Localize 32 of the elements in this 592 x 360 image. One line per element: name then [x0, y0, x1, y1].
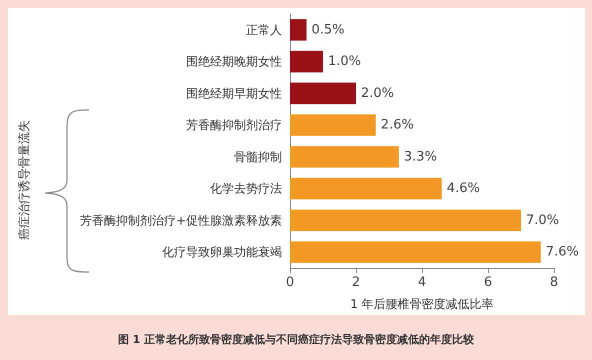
y-tick-label: 芳香酶抑制剂治疗+促性腺激素释放素: [80, 213, 282, 228]
data-label: 3.3%: [404, 149, 437, 164]
y-tick-label: 骨髓抑制: [234, 150, 282, 164]
data-label: 2.0%: [361, 86, 394, 101]
x-tick-label: 8: [550, 275, 558, 290]
y-tick-label: 化疗导致卵巢功能衰竭: [162, 245, 282, 260]
x-axis-title: 1 年后腰椎骨密度减低比率: [350, 297, 494, 311]
bar: [290, 241, 541, 263]
data-label: 1.0%: [328, 54, 362, 70]
x-tick-label: 0: [286, 275, 294, 290]
data-label: 7.0%: [526, 212, 560, 228]
bar: [290, 50, 323, 72]
data-label: 0.5%: [312, 22, 345, 38]
text: 图 1 正常老化所致骨密度减低与不同癌症疗法导致骨密度减低的年度比较: [118, 333, 476, 346]
bar: [290, 19, 306, 41]
bar: [290, 210, 521, 232]
bar: [290, 178, 442, 200]
data-label: 7.6%: [546, 244, 579, 260]
data-label: 4.6%: [446, 181, 480, 196]
y-tick-label: 芳香酶抑制剂治疗: [186, 118, 282, 132]
x-tick-label: 4: [418, 275, 426, 290]
x-tick-label: 6: [484, 275, 492, 290]
bar: [290, 146, 399, 168]
x-tick-label: 2: [352, 275, 360, 290]
y-tick-label: 围绝经期早期女性: [186, 86, 282, 100]
y-tick-label: 围绝经期晚期女性: [186, 54, 282, 69]
bar: [290, 82, 356, 104]
text: 癌症治疗诱导骨量流失: [17, 120, 31, 240]
bar: [290, 114, 376, 136]
y-tick-label: 化学去势疗法: [210, 182, 282, 196]
y-tick-label: 正常人: [246, 22, 282, 37]
data-label: 2.6%: [380, 118, 414, 133]
